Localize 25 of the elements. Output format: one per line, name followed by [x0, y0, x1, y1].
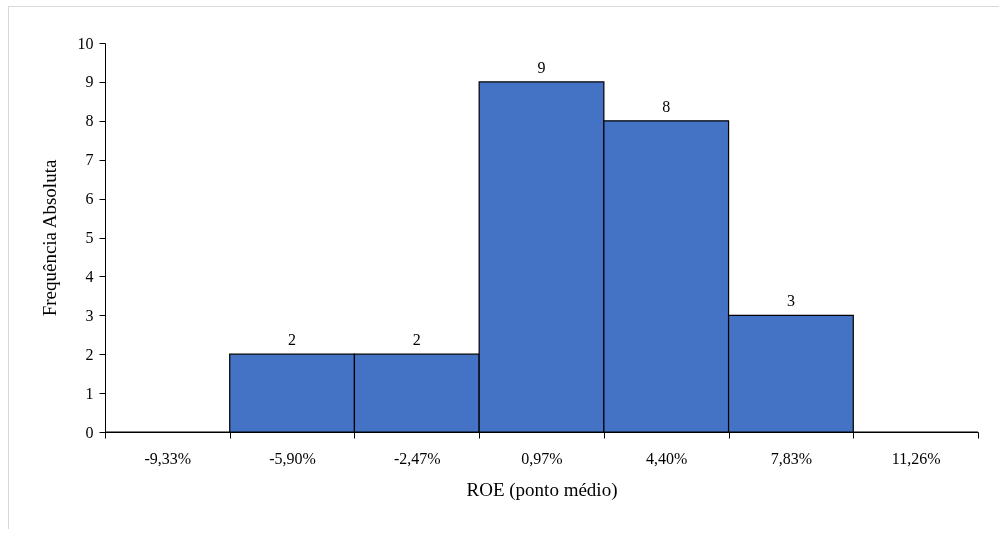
y-tick-label: 1 [85, 384, 94, 402]
x-axis-title: ROE (ponto médio) [466, 478, 618, 501]
y-tick-label: 7 [85, 151, 94, 169]
x-tick-label: 4,40% [646, 449, 688, 467]
x-tick-label: -2,47% [393, 449, 441, 467]
y-tick-label: 4 [85, 267, 94, 285]
x-tick-label: 11,26% [891, 449, 941, 467]
y-tick-label: 2 [85, 345, 94, 363]
y-tick-label: 9 [85, 73, 94, 91]
data-label: 3 [786, 292, 795, 310]
y-tick-label: 3 [85, 306, 94, 324]
x-tick-label: 7,83% [770, 449, 813, 467]
y-tick-label: 0 [85, 423, 94, 441]
x-tick-label: 0,97% [521, 449, 563, 467]
y-axis-title: Frequência Absoluta [38, 159, 60, 317]
data-label: 9 [537, 58, 546, 76]
data-label: 2 [412, 331, 421, 349]
data-label: 8 [662, 97, 671, 115]
x-tick-label: -9,33% [144, 449, 192, 467]
x-tick-label: -5,90% [269, 449, 316, 467]
y-tick-label: 8 [85, 112, 94, 130]
y-tick-label: 5 [85, 229, 94, 246]
y-tick-label: 6 [85, 190, 94, 208]
y-tick-label: 10 [77, 34, 94, 52]
data-label: 2 [288, 331, 297, 349]
